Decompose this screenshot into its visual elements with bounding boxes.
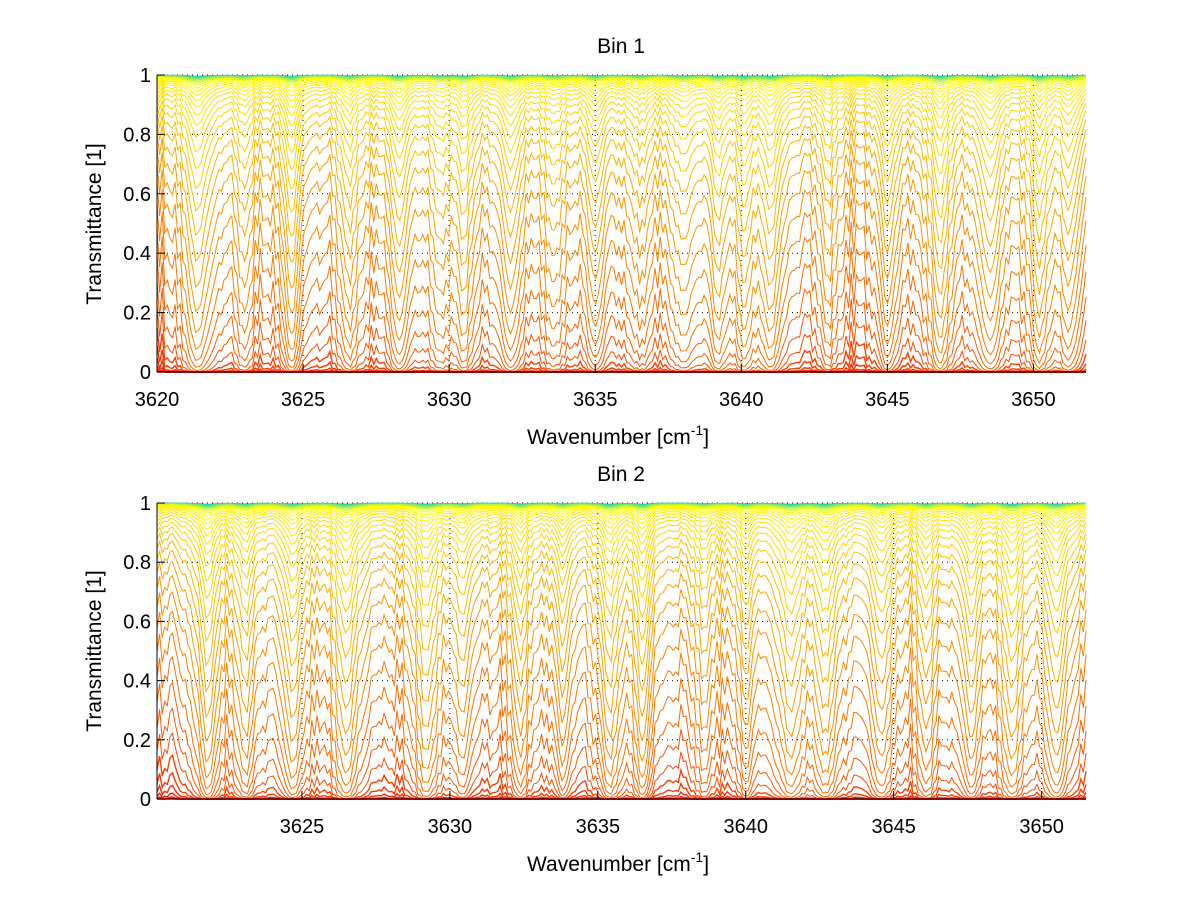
series-line bbox=[156, 503, 1087, 512]
series-line bbox=[156, 80, 1087, 111]
series-line bbox=[156, 507, 1087, 530]
series-line bbox=[156, 133, 1087, 295]
series-line bbox=[156, 732, 1087, 800]
series-line bbox=[156, 508, 1087, 537]
series-line bbox=[156, 78, 1087, 98]
series-line bbox=[156, 591, 1087, 763]
series-line bbox=[156, 505, 1087, 521]
series-line bbox=[156, 82, 1087, 120]
x-tick-label: 3640 bbox=[719, 389, 764, 411]
series-line bbox=[156, 503, 1087, 511]
x-axis-label-main: Wavenumber [cm bbox=[527, 426, 691, 449]
series-line bbox=[156, 574, 1087, 743]
series-group bbox=[156, 502, 1087, 800]
x-tick-label: 3630 bbox=[428, 816, 473, 838]
y-tick-label: 0.8 bbox=[123, 552, 151, 574]
series-line bbox=[156, 75, 1087, 85]
x-tick-label: 3635 bbox=[573, 389, 618, 411]
series-line bbox=[156, 79, 1087, 104]
series-line bbox=[156, 509, 1087, 545]
series-line bbox=[156, 77, 1087, 93]
subplot-bin-1: Bin 1 3620 3625 3630 3635 3640 3645 3650 0 0.2 0.… bbox=[83, 35, 1087, 449]
series-line bbox=[156, 504, 1087, 514]
series-line bbox=[156, 84, 1087, 130]
x-tick-label: 3635 bbox=[576, 816, 621, 838]
series-line bbox=[156, 539, 1087, 668]
series-line bbox=[156, 561, 1087, 719]
x-tick-label: 3630 bbox=[427, 389, 472, 411]
series-line bbox=[156, 147, 1087, 319]
series-line bbox=[156, 504, 1087, 517]
series-line bbox=[156, 707, 1087, 800]
x-tick-label: 3645 bbox=[865, 389, 910, 411]
y-axis-label: Transmittance [1] bbox=[83, 570, 106, 731]
series-line bbox=[156, 280, 1087, 373]
series-line bbox=[156, 532, 1087, 643]
subplot-bin-2: Bin 2 3625 3630 3635 3640 3645 3650 0 0.2 0.4 0.6… bbox=[83, 463, 1087, 876]
series-line bbox=[156, 512, 1087, 556]
series-line bbox=[156, 228, 1087, 370]
axes bbox=[156, 74, 1086, 373]
tick-labels: 3625 3630 3635 3640 3645 3650 0 0.2 0.4 0.6 0.8 1 bbox=[123, 493, 1064, 838]
series-group bbox=[156, 74, 1087, 373]
x-axis-label: Wavenumber [cm-1] bbox=[527, 422, 709, 449]
series-line bbox=[156, 610, 1087, 779]
x-axis-label-superscript: -1 bbox=[691, 422, 704, 438]
y-tick-label: 0.6 bbox=[123, 184, 151, 206]
x-axis-label-main: Wavenumber [cm bbox=[527, 853, 691, 876]
series-line bbox=[156, 506, 1087, 525]
series-line bbox=[156, 204, 1087, 365]
y-tick-label: 0.2 bbox=[123, 303, 151, 325]
x-tick-label: 3640 bbox=[724, 816, 769, 838]
tick-labels: 3620 3625 3630 3635 3640 3645 3650 0 0.2 0.4 0.6 0.… bbox=[123, 65, 1055, 411]
x-axis-label-superscript: -1 bbox=[691, 849, 704, 865]
y-tick-label: 0 bbox=[140, 789, 151, 811]
series-line bbox=[156, 305, 1087, 373]
series-line bbox=[156, 517, 1087, 583]
series-line bbox=[156, 254, 1087, 372]
x-tick-label: 3625 bbox=[280, 816, 325, 838]
y-tick-label: 1 bbox=[140, 493, 151, 515]
plot-title: Bin 1 bbox=[597, 35, 645, 58]
series-line bbox=[156, 549, 1087, 693]
y-tick-label: 0.4 bbox=[123, 671, 151, 693]
y-tick-label: 1 bbox=[140, 65, 151, 87]
x-tick-label: 3645 bbox=[871, 816, 916, 838]
series-line bbox=[156, 76, 1087, 90]
y-tick-label: 0 bbox=[140, 362, 151, 384]
x-tick-label: 3650 bbox=[1019, 816, 1064, 838]
series-line bbox=[156, 89, 1087, 159]
series-line bbox=[156, 631, 1087, 790]
x-tick-label: 3650 bbox=[1011, 389, 1056, 411]
series-line bbox=[156, 93, 1087, 175]
y-axis-label: Transmittance [1] bbox=[83, 143, 106, 304]
series-line bbox=[156, 655, 1087, 796]
series-line bbox=[156, 521, 1087, 600]
x-tick-label: 3620 bbox=[135, 389, 180, 411]
x-axis-label-end: ] bbox=[703, 853, 709, 876]
plot-title: Bin 2 bbox=[597, 463, 645, 486]
y-tick-label: 0.4 bbox=[123, 243, 151, 265]
x-axis-label: Wavenumber [cm-1] bbox=[527, 849, 709, 876]
series-line bbox=[156, 681, 1087, 799]
y-tick-label: 0.2 bbox=[123, 730, 151, 752]
x-tick-label: 3625 bbox=[281, 389, 326, 411]
series-line bbox=[156, 164, 1087, 339]
series-line bbox=[156, 514, 1087, 568]
x-axis-label-end: ] bbox=[703, 426, 709, 449]
series-line bbox=[156, 122, 1087, 270]
series-line bbox=[156, 86, 1087, 143]
series-line bbox=[156, 76, 1087, 87]
y-tick-label: 0.6 bbox=[123, 611, 151, 633]
series-line bbox=[156, 113, 1087, 244]
series-line bbox=[156, 183, 1087, 355]
series-line bbox=[156, 526, 1087, 620]
series-line bbox=[156, 105, 1087, 219]
axes bbox=[156, 502, 1086, 800]
y-tick-label: 0.8 bbox=[123, 124, 151, 146]
series-line bbox=[156, 99, 1087, 196]
